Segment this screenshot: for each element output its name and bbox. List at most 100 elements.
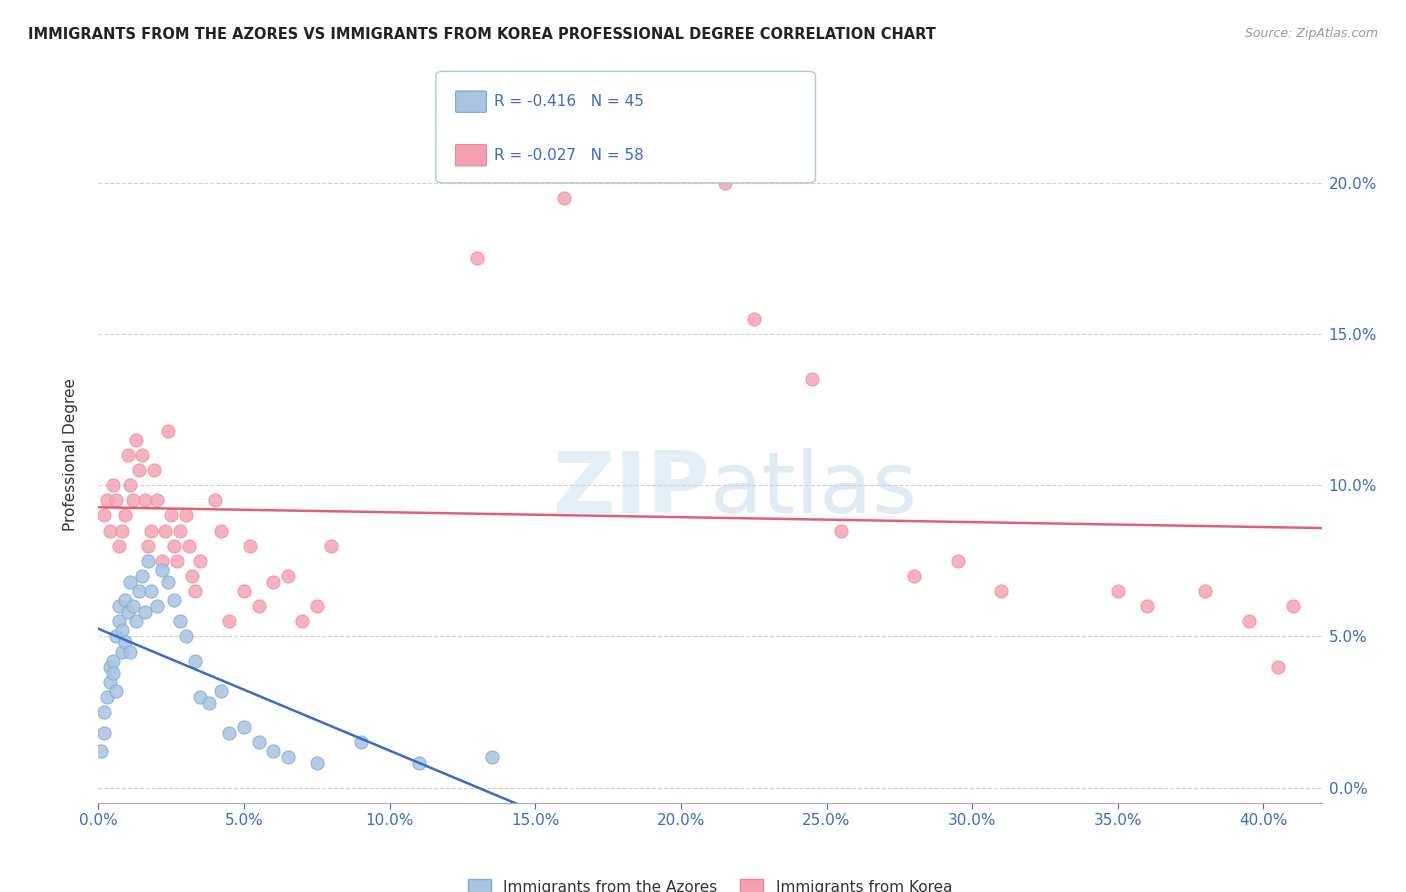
Legend: Immigrants from the Azores, Immigrants from Korea: Immigrants from the Azores, Immigrants f…: [463, 873, 957, 892]
Text: R = -0.027   N = 58: R = -0.027 N = 58: [494, 148, 644, 162]
Point: [262, 574, 284, 589]
Point: [277, 569, 299, 583]
Point: [713, 176, 735, 190]
Point: [946, 554, 969, 568]
Text: ZIP: ZIP: [553, 448, 710, 532]
Point: [101, 478, 124, 492]
Point: [553, 191, 575, 205]
Point: [120, 478, 142, 492]
Point: [204, 493, 226, 508]
Point: [349, 735, 371, 749]
Point: [163, 539, 186, 553]
Text: IMMIGRANTS FROM THE AZORES VS IMMIGRANTS FROM KOREA PROFESSIONAL DEGREE CORRELAT: IMMIGRANTS FROM THE AZORES VS IMMIGRANTS…: [28, 27, 936, 42]
Point: [125, 433, 148, 447]
Point: [117, 448, 139, 462]
Point: [93, 508, 115, 523]
Point: [218, 726, 240, 740]
Point: [114, 593, 136, 607]
Point: [160, 508, 183, 523]
Point: [104, 684, 127, 698]
Point: [120, 574, 142, 589]
Point: [305, 599, 328, 614]
Point: [101, 654, 124, 668]
Point: [233, 584, 256, 599]
Point: [481, 750, 503, 764]
Point: [117, 605, 139, 619]
Point: [104, 493, 127, 508]
Y-axis label: Professional Degree: Professional Degree: [63, 378, 77, 532]
Point: [169, 615, 191, 629]
Point: [98, 524, 121, 538]
Point: [188, 554, 212, 568]
Point: [114, 635, 136, 649]
Point: [177, 539, 200, 553]
Point: [152, 563, 174, 577]
Point: [142, 463, 165, 477]
Point: [198, 696, 221, 710]
Point: [108, 599, 131, 614]
Point: [96, 493, 118, 508]
Point: [990, 584, 1012, 599]
Point: [136, 539, 159, 553]
Point: [145, 599, 167, 614]
Point: [291, 615, 314, 629]
Point: [188, 690, 212, 704]
Point: [122, 493, 145, 508]
Point: [131, 448, 153, 462]
Point: [157, 424, 180, 438]
Point: [321, 539, 343, 553]
Point: [209, 684, 232, 698]
Point: [136, 554, 159, 568]
Point: [128, 463, 150, 477]
Point: [93, 726, 115, 740]
Point: [305, 756, 328, 771]
Point: [139, 524, 162, 538]
Point: [111, 644, 134, 658]
Point: [125, 615, 148, 629]
Point: [120, 644, 142, 658]
Point: [209, 524, 232, 538]
Point: [131, 569, 153, 583]
Point: [104, 629, 127, 643]
Point: [1194, 584, 1216, 599]
Point: [128, 584, 150, 599]
Point: [465, 252, 488, 266]
Point: [801, 372, 824, 386]
Point: [1237, 615, 1260, 629]
Point: [114, 508, 136, 523]
Point: [247, 599, 270, 614]
Point: [1107, 584, 1129, 599]
Point: [262, 744, 284, 758]
Point: [98, 674, 121, 689]
Point: [239, 539, 262, 553]
Point: [98, 659, 121, 673]
Point: [108, 539, 131, 553]
Point: [166, 554, 188, 568]
Point: [669, 161, 692, 175]
Point: [157, 574, 180, 589]
Point: [111, 624, 134, 638]
Point: [111, 524, 134, 538]
Point: [101, 665, 124, 680]
Point: [1267, 659, 1289, 673]
Point: [1281, 599, 1303, 614]
Point: [183, 654, 205, 668]
Point: [830, 524, 852, 538]
Point: [90, 744, 112, 758]
Point: [108, 615, 131, 629]
Point: [277, 750, 299, 764]
Point: [247, 735, 270, 749]
Point: [134, 493, 156, 508]
Point: [96, 690, 118, 704]
Point: [163, 593, 186, 607]
Point: [408, 756, 430, 771]
Point: [183, 584, 205, 599]
Point: [152, 554, 174, 568]
Text: atlas: atlas: [710, 448, 918, 532]
Point: [1136, 599, 1159, 614]
Point: [218, 615, 240, 629]
Text: Source: ZipAtlas.com: Source: ZipAtlas.com: [1244, 27, 1378, 40]
Point: [155, 524, 177, 538]
Point: [174, 508, 197, 523]
Point: [169, 524, 191, 538]
